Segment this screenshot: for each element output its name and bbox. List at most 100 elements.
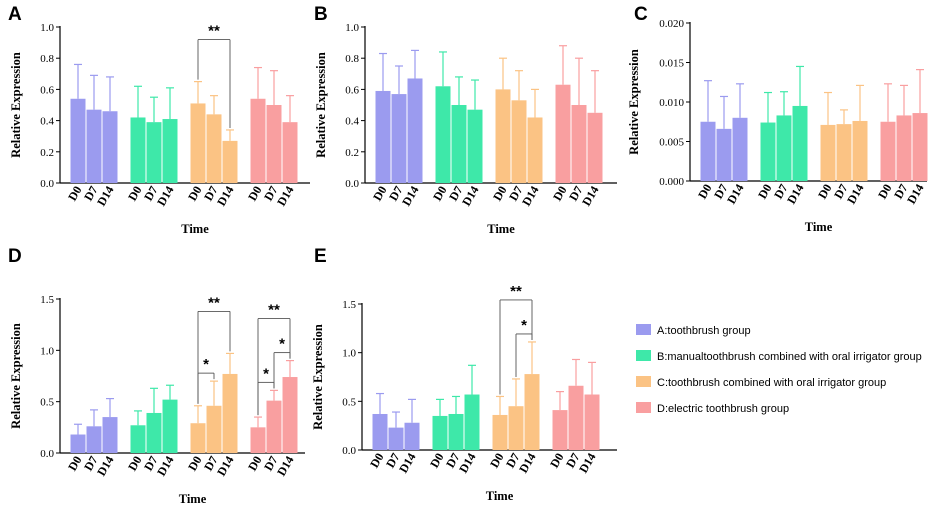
x-tick-label: D7 bbox=[383, 451, 402, 471]
x-tick-label: D0 bbox=[547, 451, 566, 471]
significance-label: * bbox=[203, 356, 209, 373]
x-tick-label: D7 bbox=[443, 451, 462, 471]
bar-a-d7 bbox=[86, 109, 102, 183]
y-axis-title: Relative Expression bbox=[9, 323, 23, 429]
legend: A:toothbrush group B:manualtoothbrush com… bbox=[636, 324, 922, 415]
x-tick-label: D0 bbox=[185, 454, 204, 474]
bar-c-d7 bbox=[511, 100, 527, 183]
y-tick-label: 0.0 bbox=[342, 445, 356, 457]
bar-b-d7 bbox=[146, 122, 162, 183]
y-tick-label: 0.8 bbox=[345, 53, 359, 65]
y-tick-label: 0.000 bbox=[659, 176, 684, 188]
x-tick-label: D14 bbox=[214, 184, 236, 209]
bar-c-d14 bbox=[527, 117, 543, 183]
bar-b-d14 bbox=[162, 119, 178, 183]
bar-a-d7 bbox=[86, 426, 102, 453]
panel-letter: B bbox=[314, 4, 328, 25]
bar-d-d0 bbox=[250, 427, 266, 453]
x-tick-label: D7 bbox=[261, 454, 280, 474]
panel-letter: A bbox=[8, 4, 22, 25]
bar-d-d14 bbox=[282, 122, 298, 183]
x-tick-label: D0 bbox=[490, 184, 509, 204]
y-tick-label: 0.2 bbox=[40, 147, 54, 159]
bar-c-d0 bbox=[492, 414, 508, 450]
x-tick-label: D7 bbox=[141, 454, 160, 474]
x-tick-label: D7 bbox=[563, 451, 582, 471]
x-tick-label: D14 bbox=[214, 454, 236, 479]
x-tick-label: D7 bbox=[711, 182, 730, 202]
bar-d-d0 bbox=[880, 121, 896, 181]
bar-a-d0 bbox=[70, 98, 86, 183]
x-tick-label: D14 bbox=[94, 184, 116, 209]
x-tick-label: D7 bbox=[141, 184, 160, 204]
bar-d-d0 bbox=[250, 98, 266, 183]
x-tick-label: D14 bbox=[724, 182, 746, 207]
bar-b-d7 bbox=[448, 413, 464, 450]
x-tick-label: D14 bbox=[274, 454, 296, 479]
x-tick-label: D0 bbox=[125, 184, 144, 204]
x-tick-label: D0 bbox=[550, 184, 569, 204]
bar-a-d7 bbox=[716, 128, 732, 181]
y-tick-label: 0.0 bbox=[40, 178, 54, 190]
x-tick-label: D7 bbox=[261, 184, 280, 204]
bar-b-d0 bbox=[760, 122, 776, 181]
x-tick-label: D14 bbox=[154, 454, 176, 479]
x-tick-label: D0 bbox=[487, 451, 506, 471]
x-tick-label: D7 bbox=[771, 182, 790, 202]
bar-d-d7 bbox=[896, 115, 912, 181]
y-tick-label: 0.5 bbox=[342, 396, 356, 408]
bar-d-d0 bbox=[555, 84, 571, 183]
bar-b-d7 bbox=[776, 115, 792, 181]
bar-c-d7 bbox=[206, 114, 222, 183]
y-tick-label: 0.4 bbox=[345, 116, 359, 128]
bar-b-d7 bbox=[146, 412, 162, 453]
x-tick-label: D0 bbox=[245, 454, 264, 474]
panel-letter: C bbox=[634, 4, 648, 25]
bar-b-d0 bbox=[130, 117, 146, 183]
bar-a-d14 bbox=[407, 78, 423, 183]
legend-label-b: B:manualtoothbrush combined with oral ir… bbox=[657, 351, 922, 363]
bar-a-d7 bbox=[388, 427, 404, 450]
x-axis-title: Time bbox=[487, 222, 515, 236]
x-tick-label: D14 bbox=[459, 184, 481, 209]
legend-swatch-b bbox=[636, 350, 651, 361]
y-axis-title: Relative Expression bbox=[311, 324, 325, 430]
x-tick-label: D14 bbox=[396, 451, 418, 476]
bar-c-d7 bbox=[508, 406, 524, 450]
significance-label: * bbox=[279, 336, 285, 353]
bar-d-d7 bbox=[571, 105, 587, 183]
x-tick-label: D14 bbox=[516, 451, 538, 476]
bar-a-d14 bbox=[102, 111, 118, 183]
bar-a-d7 bbox=[391, 94, 407, 183]
x-tick-label: D14 bbox=[519, 184, 541, 209]
y-tick-label: 1.5 bbox=[40, 294, 54, 306]
y-tick-label: 0.6 bbox=[345, 84, 359, 96]
x-tick-label: D0 bbox=[815, 182, 834, 202]
x-tick-label: D7 bbox=[891, 182, 910, 202]
bar-c-d0 bbox=[820, 124, 836, 181]
bar-d-d7 bbox=[568, 385, 584, 450]
y-tick-label: 1.0 bbox=[40, 345, 54, 357]
y-tick-label: 0.015 bbox=[659, 58, 684, 70]
bar-a-d0 bbox=[372, 413, 388, 450]
bar-c-d14 bbox=[524, 374, 540, 450]
bar-b-d14 bbox=[464, 394, 480, 450]
bar-c-d14 bbox=[852, 120, 868, 181]
panel-b: B 0.0 0.2 0.4 0.6 0.8 1.0 Relative Expression D0… bbox=[314, 4, 617, 236]
legend-label-a: A:toothbrush group bbox=[657, 325, 751, 337]
significance-label: ** bbox=[208, 23, 220, 40]
bar-c-d7 bbox=[206, 405, 222, 453]
bar-d-d14 bbox=[912, 113, 928, 181]
legend-swatch-c bbox=[636, 376, 651, 387]
x-tick-label: D14 bbox=[456, 451, 478, 476]
x-tick-label: D7 bbox=[506, 184, 525, 204]
bar-a-d14 bbox=[404, 422, 420, 450]
significance-label: ** bbox=[510, 283, 522, 300]
y-tick-label: 0.8 bbox=[40, 53, 54, 65]
x-tick-label: D0 bbox=[430, 184, 449, 204]
bar-c-d0 bbox=[190, 423, 206, 453]
x-tick-label: D0 bbox=[125, 454, 144, 474]
y-tick-label: 1.0 bbox=[345, 22, 359, 34]
